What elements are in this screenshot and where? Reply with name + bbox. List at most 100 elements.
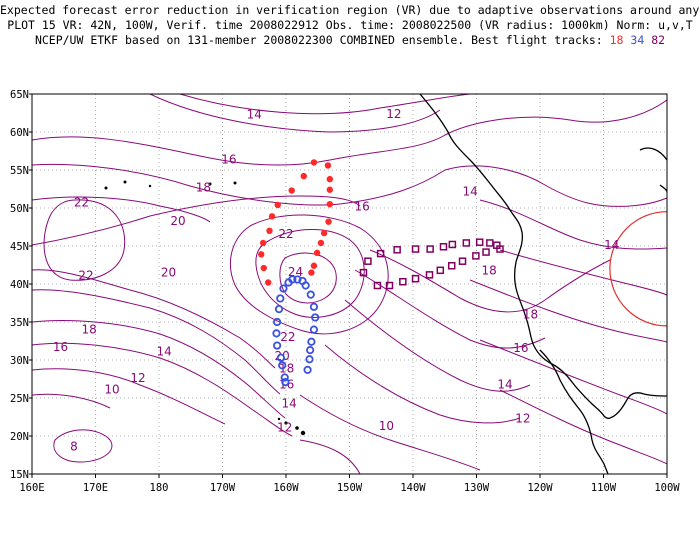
contour-line: [229, 214, 389, 335]
track-18-point: [274, 201, 281, 209]
island: [284, 421, 288, 425]
map-title-line-2: PLOT 15 VR: 42N, 100W, Verif. time 20080…: [7, 18, 693, 32]
track-18-point: [320, 229, 328, 237]
track-82-point: [472, 252, 480, 260]
track-82-point: [411, 274, 420, 283]
latitude-tick-label: 50N: [10, 203, 29, 215]
track-34-point: [293, 275, 302, 284]
contour-line: [149, 94, 441, 133]
contour-label: 14: [497, 377, 512, 391]
track-82-point: [462, 239, 471, 247]
track-82-point: [448, 240, 457, 249]
contour-line: [32, 196, 211, 223]
contour-line: [344, 299, 531, 392]
track-82-point: [496, 245, 504, 253]
contour-label: 12: [386, 107, 401, 121]
track-18-point: [308, 269, 315, 276]
longitude-tick-label: 140W: [400, 482, 426, 494]
contour-line: [32, 195, 361, 246]
contour-label: 18: [196, 180, 211, 194]
contour-line: [499, 249, 667, 296]
graticule: [32, 94, 667, 474]
flight-track-82: [359, 238, 504, 290]
error-reduction-contours: [32, 94, 667, 474]
contour-label: 10: [104, 383, 119, 397]
track-34-point: [274, 304, 284, 314]
track-18-point: [310, 262, 318, 269]
baja-coast: [539, 349, 609, 474]
contour-line: [32, 368, 226, 425]
title-line-3-prefix: NCEP/UW ETKF based on 131-member 2008022…: [34, 33, 603, 47]
contour-label: 22: [78, 269, 93, 283]
island: [104, 186, 108, 190]
track-82-point: [426, 245, 434, 253]
track-82-point: [486, 239, 494, 247]
track-18-point: [324, 162, 332, 169]
contour-line: [469, 279, 667, 343]
contour-label: 18: [82, 323, 97, 337]
contour-label: 20: [170, 214, 185, 228]
latitude-tick-label: 25N: [10, 393, 29, 405]
contour-line: [179, 94, 471, 115]
latitude-tick-label: 40N: [10, 279, 29, 291]
contour-label: 22: [74, 196, 89, 210]
latitude-tick-label: 30N: [10, 355, 29, 367]
map-title-line-1: Expected forecast error reduction in ver…: [0, 3, 700, 17]
contour-label: 14: [463, 184, 478, 198]
contour-line: [32, 320, 286, 419]
track-82-point: [373, 281, 382, 290]
track-18-point: [260, 264, 267, 272]
track-34-point: [273, 317, 282, 327]
track-18-point: [326, 175, 334, 183]
contour-line: [32, 393, 111, 409]
longitude-tick-label: 160E: [19, 482, 44, 494]
longitude-tick-label: 160W: [273, 482, 299, 494]
track-34-point: [273, 341, 282, 350]
track-34-point: [288, 275, 297, 284]
contour-label: 14: [156, 345, 171, 359]
island: [277, 417, 281, 421]
latitude-tick-label: 35N: [10, 317, 29, 329]
track-82-point: [458, 257, 467, 265]
map-title-line-3: NCEP/UW ETKF based on 131-member 2008022…: [0, 33, 700, 47]
contour-line: [43, 199, 126, 281]
track-82-point: [393, 246, 401, 254]
track-34-point: [306, 290, 315, 299]
verification-region-circle: [609, 211, 667, 327]
track-18-point: [265, 279, 272, 286]
track-34-point: [278, 361, 287, 370]
track-34-point: [305, 355, 314, 364]
track-18-point: [300, 172, 307, 180]
contour-line: [279, 252, 337, 304]
longitude-tick-label: 130W: [464, 482, 490, 494]
track-82-point: [359, 268, 368, 277]
track-34-point: [272, 329, 281, 338]
contour-line: [32, 289, 281, 395]
track-id-34-label: 34: [630, 33, 645, 47]
track-18-point: [310, 159, 318, 166]
contour-label: 22: [278, 227, 293, 241]
track-18-point: [325, 218, 332, 225]
contour-label: 16: [355, 199, 370, 213]
longitude-tick-label: 180: [150, 482, 169, 494]
track-18-point: [326, 201, 334, 208]
contour-label: 14: [604, 238, 619, 252]
track-82-point: [376, 249, 385, 258]
contour-label: 10: [379, 419, 394, 433]
island: [123, 180, 127, 184]
contour-line: [32, 99, 667, 166]
contour-line: [299, 439, 361, 474]
track-18-point: [317, 239, 325, 247]
island: [208, 182, 212, 186]
track-82-point: [439, 243, 448, 251]
track-34-point: [301, 281, 310, 290]
latitude-tick-label: 45N: [10, 241, 29, 253]
track-id-18-label: 18: [609, 33, 624, 47]
track-82-point: [436, 266, 445, 275]
track-18-point: [268, 213, 276, 220]
track-82-point: [482, 248, 490, 256]
track-18-point: [288, 187, 295, 194]
